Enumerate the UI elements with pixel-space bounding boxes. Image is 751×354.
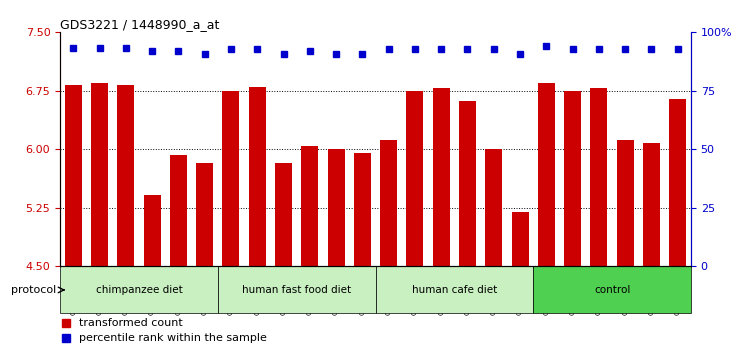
Text: protocol: protocol xyxy=(11,285,60,295)
Bar xyxy=(406,91,424,267)
Text: human fast food diet: human fast food diet xyxy=(242,285,351,295)
Bar xyxy=(511,212,529,267)
Bar xyxy=(376,267,533,313)
Bar xyxy=(218,267,376,313)
Bar xyxy=(564,91,581,267)
Text: transformed count: transformed count xyxy=(79,318,182,328)
Bar xyxy=(222,91,240,267)
Bar xyxy=(459,101,476,267)
Bar xyxy=(196,163,213,267)
Bar xyxy=(643,143,660,267)
Bar xyxy=(170,155,187,267)
Bar xyxy=(354,153,371,267)
Bar xyxy=(91,83,108,267)
Text: percentile rank within the sample: percentile rank within the sample xyxy=(79,332,267,343)
Text: control: control xyxy=(594,285,630,295)
Bar xyxy=(433,88,450,267)
Bar xyxy=(485,149,502,267)
Bar xyxy=(301,146,318,267)
Bar xyxy=(590,88,608,267)
Bar xyxy=(117,85,134,267)
Bar xyxy=(143,195,161,267)
Bar xyxy=(249,87,266,267)
Bar xyxy=(538,83,555,267)
Bar xyxy=(60,267,218,313)
Bar xyxy=(65,85,82,267)
Bar xyxy=(669,99,686,267)
Bar xyxy=(533,267,691,313)
Text: GDS3221 / 1448990_a_at: GDS3221 / 1448990_a_at xyxy=(60,18,219,31)
Bar xyxy=(275,163,292,267)
Bar xyxy=(380,140,397,267)
Text: human cafe diet: human cafe diet xyxy=(412,285,497,295)
Bar xyxy=(617,140,634,267)
Text: chimpanzee diet: chimpanzee diet xyxy=(95,285,182,295)
Bar xyxy=(327,149,345,267)
